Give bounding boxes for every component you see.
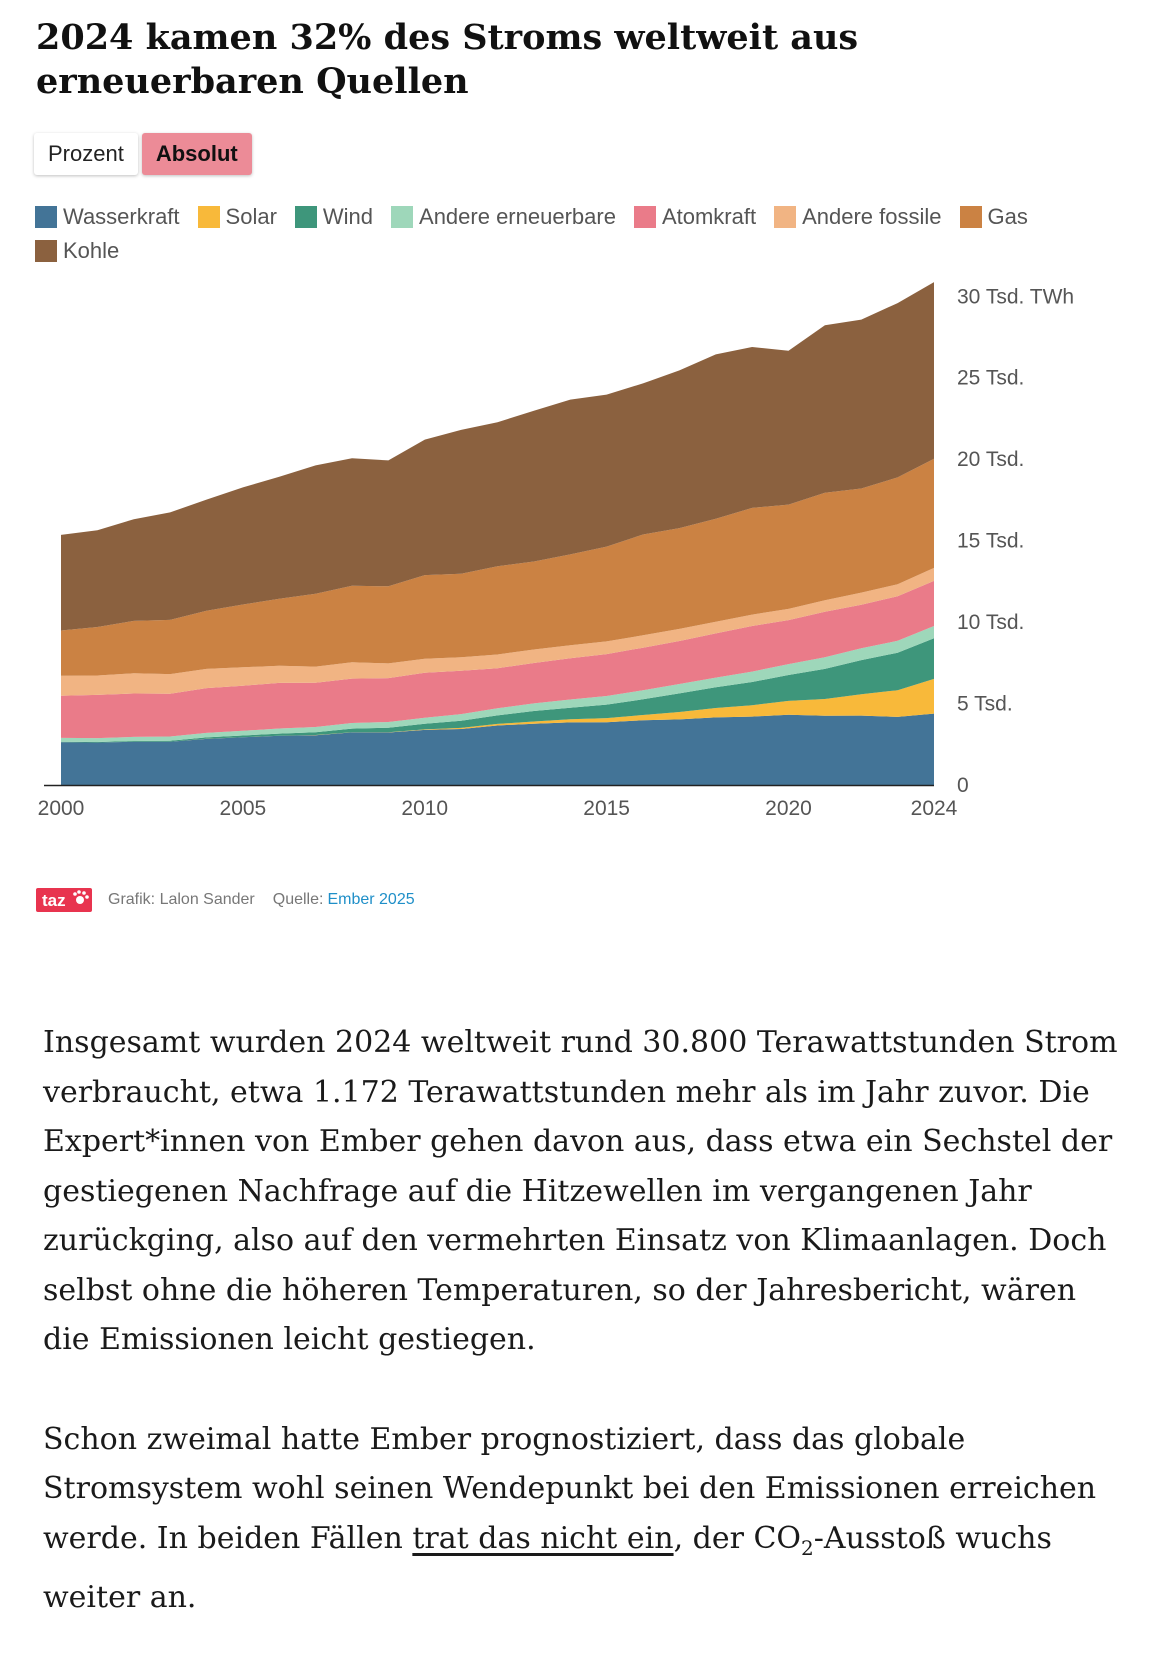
y-tick-label: 10 Tsd.	[957, 611, 1024, 634]
legend-swatch	[35, 205, 57, 228]
legend-item-gas: Gas	[959, 203, 1028, 229]
chart-title: 2024 kamen 32% des Stroms weltweit aus e…	[36, 17, 859, 102]
legend-label: Solar	[225, 203, 277, 229]
article-paragraph-1: Insgesamt wurden 2024 weltweit rund 30.8…	[43, 1025, 1118, 1357]
y-tick-label: 30 Tsd. TWh	[957, 285, 1074, 308]
toggle-absolut-button[interactable]: Absolut	[141, 133, 252, 175]
legend-label: Kohle	[63, 237, 120, 263]
legend-label: Wind	[322, 203, 374, 229]
legend-item-atomkraft: Atomkraft	[633, 203, 757, 229]
y-tick-label: 20 Tsd.	[957, 448, 1024, 471]
legend-label: Gas	[987, 203, 1028, 229]
legend-swatch	[294, 205, 317, 228]
x-tick-label: 2024	[911, 797, 958, 820]
legend-swatch	[959, 205, 982, 228]
legend-swatch	[774, 205, 797, 228]
area-series-wind	[61, 638, 934, 743]
area-series-andere-fossile	[61, 567, 934, 696]
y-tick-label: 15 Tsd.	[957, 530, 1024, 553]
article-inline-link[interactable]: trat das nicht ein	[412, 1520, 674, 1556]
source-label: Quelle:	[272, 891, 324, 908]
graphic-credit: Grafik: Lalon Sander	[108, 891, 255, 908]
legend-swatch	[633, 205, 656, 228]
article-body: Insgesamt wurden 2024 weltweit rund 30.8…	[43, 1018, 1123, 1673]
view-toggle[interactable]: Prozent Absolut	[34, 133, 252, 177]
x-tick-label: 2020	[765, 797, 812, 820]
legend-item-andere-erneuerbare: Andere erneuerbare	[391, 204, 616, 229]
chart-footer: taz Grafik: Lalon Sander Quelle: Ember 2…	[36, 888, 415, 912]
y-tick-label: 0	[957, 774, 969, 797]
area-series-solar	[61, 678, 934, 743]
x-tick-label: 2015	[583, 797, 630, 820]
y-tick-label: 5 Tsd.	[957, 693, 1013, 716]
toggle-prozent-button[interactable]: Prozent	[34, 133, 138, 175]
area-series-kohle	[61, 282, 934, 631]
area-series-atomkraft	[61, 580, 934, 739]
legend-item-solar: Solar	[197, 203, 277, 229]
legend-item-wind: Wind	[294, 203, 374, 229]
legend-swatch	[35, 239, 57, 262]
taz-logo-text: taz	[42, 891, 66, 910]
x-tick-label: 2005	[220, 797, 267, 820]
paw-icon	[76, 896, 84, 904]
chart-legend: Wasserkraft Solar Wind Andere erneuerbare At…	[35, 204, 1115, 263]
legend-item-wasserkraft: Wasserkraft	[35, 204, 180, 229]
legend-swatch	[197, 205, 220, 228]
area-series-gas	[61, 458, 934, 676]
legend-item-kohle: Kohle	[35, 238, 119, 263]
legend-label: Andere erneuerbare	[419, 203, 616, 229]
legend-swatch	[391, 205, 414, 228]
x-tick-label: 2000	[38, 797, 85, 820]
x-tick-label: 2010	[401, 797, 448, 820]
source-link[interactable]: Ember 2025	[327, 891, 415, 908]
legend-label: Wasserkraft	[63, 203, 180, 229]
article-paragraph-2: Schon zweimal hatte Ember prognostiziert…	[43, 1421, 1097, 1616]
legend-label: Atomkraft	[661, 203, 757, 229]
legend-item-andere-fossile: Andere fossile	[774, 203, 942, 229]
legend-label: Andere fossile	[802, 203, 942, 229]
area-series-wasserkraft	[61, 713, 934, 785]
taz-logo: taz	[36, 888, 92, 912]
y-tick-label: 25 Tsd.	[957, 367, 1024, 390]
